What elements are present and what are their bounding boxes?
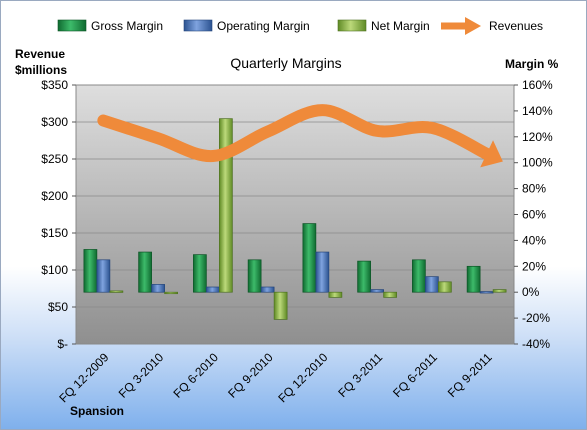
company-label: Spansion — [70, 404, 124, 418]
bar-gross-margin — [466, 265, 481, 293]
right-tick-label: 0% — [522, 285, 540, 299]
bar-gross-margin — [412, 259, 426, 293]
bar-gross-margin — [138, 251, 152, 293]
bar-operating-margin — [479, 291, 494, 294]
left-tick-label: $200 — [41, 189, 68, 203]
bar-operating-margin — [151, 284, 165, 293]
bar-operating-margin — [315, 251, 330, 293]
x-tick-label: FQ 12-2009 — [56, 350, 111, 405]
right-tick-label: 120% — [522, 130, 553, 144]
bars — [83, 118, 507, 320]
x-tick-label: FQ 6-2011 — [390, 350, 440, 400]
legend-revenues: Revenues — [489, 19, 543, 33]
x-tick-label: FQ 12-2010 — [275, 350, 330, 405]
x-tick-label: FQ 9-2011 — [445, 350, 495, 400]
legend-swatch-operating-margin — [183, 19, 213, 32]
bar-operating-margin — [425, 276, 439, 293]
right-tick-label: 160% — [522, 78, 553, 92]
right-tick-label: 60% — [522, 208, 546, 222]
left-tick-label: $300 — [41, 115, 68, 129]
bar-net-margin — [492, 289, 507, 293]
right-tick-label: 100% — [522, 156, 553, 170]
revenue-arrowhead — [480, 140, 503, 168]
bar-gross-margin — [83, 249, 98, 293]
bar-gross-margin — [193, 254, 207, 293]
bar-net-margin — [438, 281, 452, 293]
left-tick-label: $350 — [41, 78, 68, 92]
right-axis-ticks: -40% -20% 0% 20% 40% 60% 80% 100% 120% 140% 160% — [514, 78, 553, 351]
legend-arrow-icon — [441, 17, 481, 35]
chart-title: Quarterly Margins — [230, 55, 341, 71]
right-tick-label: -40% — [522, 337, 550, 351]
x-axis-ticks: FQ 12-2009 FQ 3-2010 FQ 6-2010 FQ 9-2010 FQ … — [56, 350, 495, 405]
left-tick-label: $100 — [41, 263, 68, 277]
legend-operating-margin: Operating Margin — [217, 19, 310, 33]
revenue-line — [97, 104, 503, 168]
left-tick-label: $150 — [41, 226, 68, 240]
legend-net-margin: Net Margin — [371, 19, 430, 33]
x-tick-label: FQ 9-2010 — [225, 350, 276, 401]
bar-gross-margin — [302, 223, 317, 293]
bar-net-margin — [273, 291, 288, 320]
left-tick-label: $50 — [48, 300, 68, 314]
x-tick-label: FQ 3-2010 — [116, 350, 167, 401]
right-tick-label: 40% — [522, 233, 546, 247]
revenue-line-path — [97, 104, 493, 163]
left-axis-label-line1: Revenue — [15, 47, 65, 61]
x-tick-label: FQ 6-2010 — [171, 350, 222, 401]
right-tick-label: 80% — [522, 182, 546, 196]
right-tick-label: -20% — [522, 311, 550, 325]
legend-swatch-net-margin — [337, 19, 367, 32]
right-tick-label: 20% — [522, 259, 546, 273]
left-axis-label-line2: $millions — [15, 63, 67, 77]
bar-operating-margin — [260, 286, 275, 293]
bar-gross-margin — [247, 259, 262, 293]
bar-gross-margin — [357, 260, 371, 293]
legend-gross-margin: Gross Margin — [91, 19, 163, 33]
x-tick-label: FQ 3-2011 — [335, 350, 385, 400]
left-axis-ticks: $- $50 $100 $150 $200 $250 $300 $350 — [41, 78, 76, 351]
bar-net-margin — [328, 291, 343, 298]
bar-operating-margin — [96, 259, 111, 293]
right-tick-label: 140% — [522, 104, 553, 118]
left-tick-label: $250 — [41, 152, 68, 166]
bar-operating-margin — [206, 286, 220, 293]
left-tick-label: $- — [57, 337, 68, 351]
bar-net-margin — [109, 290, 124, 293]
bar-operating-margin — [370, 289, 384, 293]
bar-net-margin — [219, 118, 233, 293]
legend-swatch-gross-margin — [57, 19, 87, 32]
legend: Gross Margin Operating Margin Net Margin… — [57, 17, 543, 35]
bar-net-margin — [164, 291, 178, 295]
right-axis-label: Margin % — [505, 57, 559, 71]
bar-net-margin — [383, 291, 397, 298]
